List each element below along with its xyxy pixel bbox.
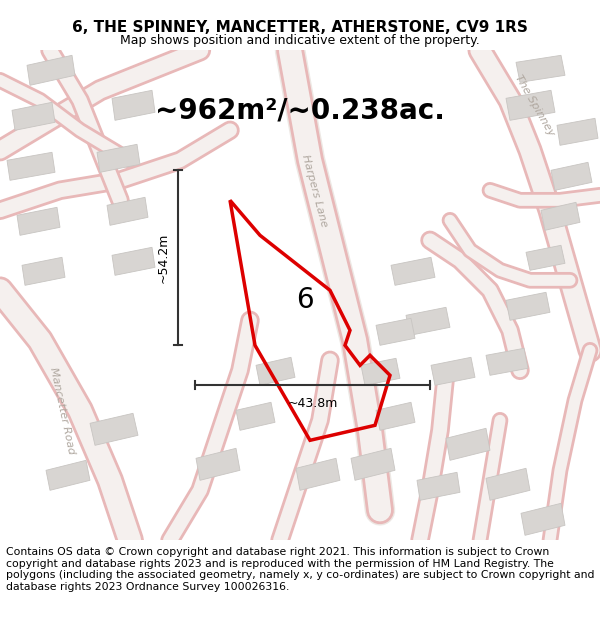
Text: 6, THE SPINNEY, MANCETTER, ATHERSTONE, CV9 1RS: 6, THE SPINNEY, MANCETTER, ATHERSTONE, C… [72,20,528,35]
Polygon shape [406,308,450,335]
Polygon shape [551,162,592,190]
Polygon shape [486,348,528,375]
Polygon shape [12,102,55,130]
Polygon shape [557,118,598,145]
Polygon shape [376,318,415,345]
Polygon shape [417,472,460,500]
Polygon shape [17,208,60,235]
Polygon shape [22,258,65,285]
Polygon shape [112,248,155,275]
Text: ~54.2m: ~54.2m [157,232,170,283]
Text: ~962m²/~0.238ac.: ~962m²/~0.238ac. [155,96,445,124]
Text: Mancetter Road: Mancetter Road [48,366,76,455]
Text: Map shows position and indicative extent of the property.: Map shows position and indicative extent… [120,34,480,48]
Polygon shape [112,90,155,120]
Polygon shape [521,503,565,535]
Polygon shape [97,144,140,172]
Polygon shape [516,55,565,82]
Polygon shape [376,402,415,430]
Polygon shape [391,258,435,285]
Polygon shape [431,357,475,385]
Polygon shape [236,402,275,430]
Polygon shape [351,448,395,480]
Polygon shape [506,292,550,320]
Text: Harpers Lane: Harpers Lane [301,153,329,228]
Text: Contains OS data © Crown copyright and database right 2021. This information is : Contains OS data © Crown copyright and d… [6,548,595,592]
Polygon shape [107,198,148,225]
Polygon shape [296,458,340,490]
Polygon shape [361,358,400,385]
Polygon shape [446,428,490,460]
Polygon shape [27,55,75,85]
Polygon shape [506,90,555,120]
Polygon shape [7,152,55,180]
Polygon shape [46,460,90,490]
Polygon shape [196,448,240,480]
Polygon shape [541,202,580,230]
Polygon shape [256,357,295,385]
Text: 6: 6 [296,286,314,314]
Polygon shape [486,468,530,500]
Polygon shape [90,413,138,445]
Text: ~43.8m: ~43.8m [287,398,338,410]
Text: The Spinney: The Spinney [514,73,557,138]
Polygon shape [526,245,565,270]
